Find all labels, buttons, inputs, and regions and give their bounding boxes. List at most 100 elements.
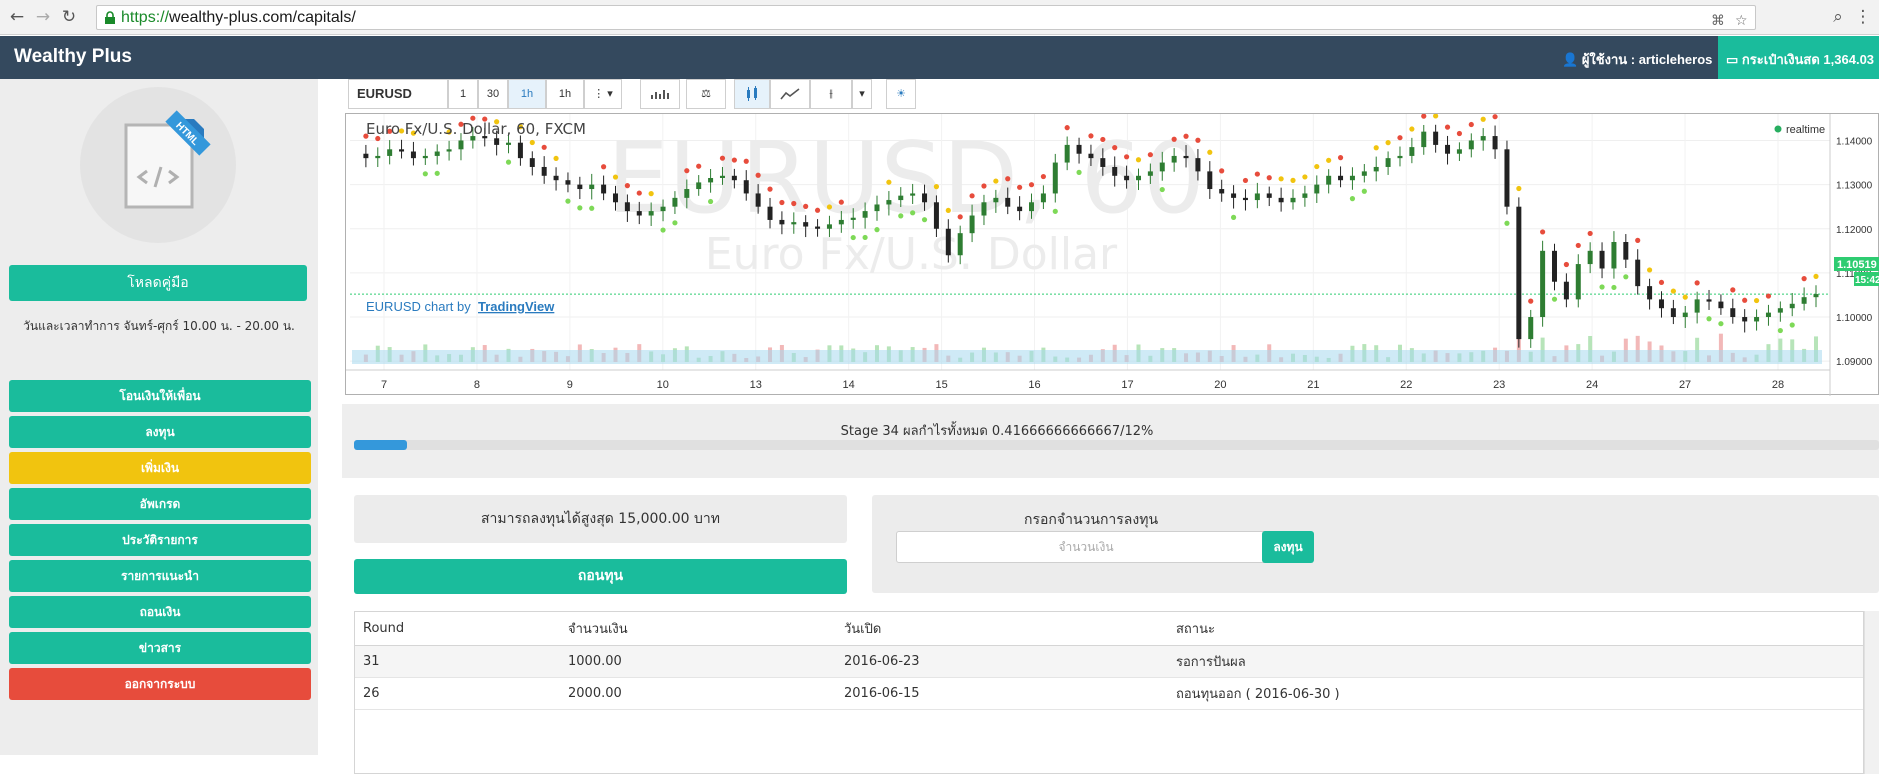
- price-chart[interactable]: EURUSD, 60 Euro Fx/U.S. Dollar 1.14000 1.…: [345, 113, 1879, 396]
- address-bar[interactable]: https://wealthy-plus.com/capitals/ ☆ ⌘: [96, 5, 1756, 30]
- candle-body: [399, 149, 405, 152]
- menu-transfer-button[interactable]: โอนเงินให้เพื่อน: [9, 380, 311, 412]
- candle-body: [1801, 297, 1807, 304]
- table-scrollbar[interactable]: [1864, 611, 1879, 774]
- candle-body: [1409, 147, 1415, 156]
- indicator-dot: [838, 199, 844, 205]
- realtime-label: realtime: [1786, 124, 1825, 136]
- reload-icon[interactable]: ↻: [61, 7, 77, 27]
- indicator-dot: [1433, 114, 1439, 119]
- menu-withdraw-button[interactable]: ถอนเงิน: [9, 596, 311, 628]
- table-row[interactable]: 26 2000.00 2016-06-15 ถอนทุนออก ( 2016-0…: [355, 677, 1863, 710]
- candle-body: [1064, 144, 1070, 163]
- user-icon: 👤: [1562, 52, 1579, 67]
- candle-body: [1480, 136, 1486, 141]
- candle-body: [1730, 308, 1736, 318]
- lightbulb-icon[interactable]: ☀: [886, 79, 916, 109]
- cell-round: 26: [355, 677, 560, 710]
- interval-1h-button[interactable]: 1h: [508, 79, 546, 109]
- candle-body: [1302, 193, 1308, 198]
- candle-body: [601, 184, 607, 194]
- line-chart-icon[interactable]: [770, 79, 810, 109]
- col-round[interactable]: Round: [355, 612, 560, 646]
- indicator-dot: [529, 139, 535, 146]
- invest-submit-button[interactable]: ลงทุน: [1262, 531, 1314, 563]
- back-icon[interactable]: ←: [9, 7, 25, 27]
- max-investment-label: สามารถลงทุนได้สูงสุด 15,000.00 บาท: [354, 495, 847, 543]
- download-manual-button[interactable]: โหลดคู่มือ: [9, 265, 307, 301]
- wallet-balance[interactable]: ▭ กระเป๋าเงินสด 1,364.03: [1718, 36, 1879, 79]
- x-tick-label: 7: [381, 379, 387, 391]
- amount-input[interactable]: [896, 531, 1276, 563]
- volume-bar: [1695, 337, 1700, 362]
- candles-icon[interactable]: [734, 79, 770, 109]
- url-text: https://wealthy-plus.com/capitals/: [121, 9, 356, 26]
- candle-body: [672, 197, 678, 207]
- compare-icon[interactable]: ⚖: [686, 79, 726, 109]
- candle-body: [482, 136, 488, 139]
- col-amount[interactable]: จำนวนเงิน: [560, 612, 836, 646]
- indicator-dot: [1254, 171, 1260, 177]
- y-tick-label: 1.09000: [1836, 357, 1873, 368]
- volume-bar: [1588, 335, 1593, 362]
- bars-icon[interactable]: ⫲: [810, 79, 852, 109]
- search-icon[interactable]: ⌕: [1833, 7, 1843, 27]
- interval-30-button[interactable]: 30: [478, 79, 508, 109]
- indicators-icon[interactable]: [640, 79, 680, 109]
- col-open-date[interactable]: วันเปิด: [836, 612, 1168, 646]
- indicator-dot: [482, 116, 488, 122]
- indicator-dot: [1456, 130, 1463, 137]
- withdraw-capital-button[interactable]: ถอนทุน: [354, 559, 847, 594]
- indicator-dot: [1195, 137, 1201, 143]
- candle-body: [1575, 264, 1581, 300]
- indicator-dot: [1670, 288, 1676, 294]
- price-label-bg: [1834, 257, 1879, 271]
- chart-type-dropdown[interactable]: ▾: [852, 79, 872, 109]
- menu-referral-button[interactable]: รายการแนะนำ: [9, 560, 311, 592]
- candle-body: [1563, 281, 1569, 300]
- col-status[interactable]: สถานะ: [1168, 612, 1863, 646]
- user-menu[interactable]: 👤 ผู้ใช้งาน : articleheros: [1562, 49, 1712, 70]
- indicator-dot: [1385, 140, 1391, 146]
- brand-logo[interactable]: Wealthy Plus: [14, 46, 132, 67]
- menu-icon[interactable]: ⋮: [1854, 7, 1872, 27]
- indicator-dot: [1337, 155, 1344, 161]
- menu-history-button[interactable]: ประวัติรายการ: [9, 524, 311, 556]
- indicator-dot: [1658, 279, 1665, 286]
- translate-icon[interactable]: ⌘: [1711, 13, 1725, 29]
- candle-body: [660, 206, 666, 212]
- interval-1-button[interactable]: 1: [448, 79, 478, 109]
- candle-body: [1231, 193, 1237, 198]
- menu-upgrade-button[interactable]: อัพเกรด: [9, 488, 311, 520]
- chart-canvas[interactable]: EURUSD, 60 Euro Fx/U.S. Dollar 1.14000 1.…: [346, 114, 1879, 396]
- indicator-dot: [363, 133, 369, 139]
- indicator-dot: [957, 214, 963, 220]
- menu-add-money-button[interactable]: เพิ่มเงิน: [9, 452, 311, 484]
- candle-body: [1552, 250, 1558, 282]
- candle-body: [708, 178, 714, 183]
- menu-logout-button[interactable]: ออกจากระบบ: [9, 668, 311, 700]
- symbol-input[interactable]: EURUSD: [348, 79, 448, 109]
- y-tick-label: 1.14000: [1836, 136, 1873, 147]
- candle-body: [922, 193, 928, 203]
- candle-body: [1718, 301, 1724, 309]
- candle-body: [636, 211, 642, 216]
- candle-body: [1647, 286, 1653, 300]
- star-icon[interactable]: ☆: [1735, 13, 1748, 29]
- interval-1h-alt-button[interactable]: 1h: [546, 79, 584, 109]
- candle-body: [1445, 144, 1451, 154]
- indicator-dot: [826, 204, 833, 210]
- table-row[interactable]: 31 1000.00 2016-06-23 รอการปันผล: [355, 645, 1863, 678]
- interval-dropdown[interactable]: ⋮ ▾: [584, 79, 622, 109]
- cell-status: ถอนทุนออก ( 2016-06-30 ): [1168, 677, 1863, 710]
- candle-body: [506, 142, 512, 145]
- y-tick-label: 1.11000: [1836, 269, 1872, 280]
- candle-body: [1005, 197, 1011, 207]
- indicator-dot: [636, 190, 642, 196]
- candle-body: [422, 155, 428, 159]
- forward-icon[interactable]: →: [35, 7, 51, 27]
- indicator-dot: [803, 203, 809, 209]
- menu-news-button[interactable]: ข่าวสาร: [9, 632, 311, 664]
- candle-body: [1266, 193, 1272, 198]
- menu-invest-button[interactable]: ลงทุน: [9, 416, 311, 448]
